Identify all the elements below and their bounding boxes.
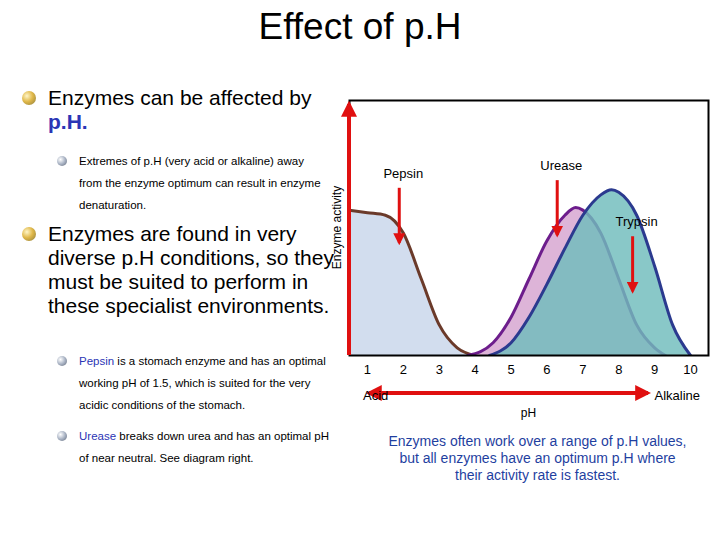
html-text:Effect of p.H: Effect of p.H [258,6,462,47]
svg-text:10: 10 [683,362,697,377]
svg-text:Urease: Urease [540,158,582,173]
svg-text:6: 6 [543,362,550,377]
html-text:Enzymes often work over a rang: Enzymes often work over a range of p.H v… [388,433,687,483]
svg-text:Alkaline: Alkaline [654,388,700,403]
html-text:Extremes of p.H (very acid or: Extremes of p.H (very acid or alkaline) … [79,155,321,211]
svg-text:Acid: Acid [363,388,388,403]
svg-text:4: 4 [472,362,479,377]
svg-text:9: 9 [651,362,658,377]
html-text:Pepsin is a stomach enzyme and: Pepsin is a stomach enzyme and has an op… [79,355,326,411]
html-text:p.H.: p.H. [48,110,88,133]
svg-text:pH: pH [521,406,536,420]
html-text:Enzymes are found in very dive: Enzymes are found in very diverse p.H co… [48,222,334,317]
svg-text:8: 8 [615,362,622,377]
svg-text:5: 5 [507,362,514,377]
html-text:Urease breaks down urea and ha: Urease breaks down urea and has an optim… [79,430,329,464]
html-text:Enzymes can be affected by: Enzymes can be affected by [48,86,312,109]
svg-text:Enzyme activity: Enzyme activity [330,186,344,269]
svg-text:1: 1 [364,362,371,377]
svg-text:7: 7 [579,362,586,377]
svg-text:Trypsin: Trypsin [616,214,658,229]
svg-text:2: 2 [400,362,407,377]
svg-text:3: 3 [436,362,443,377]
svg-text:Pepsin: Pepsin [383,166,423,181]
